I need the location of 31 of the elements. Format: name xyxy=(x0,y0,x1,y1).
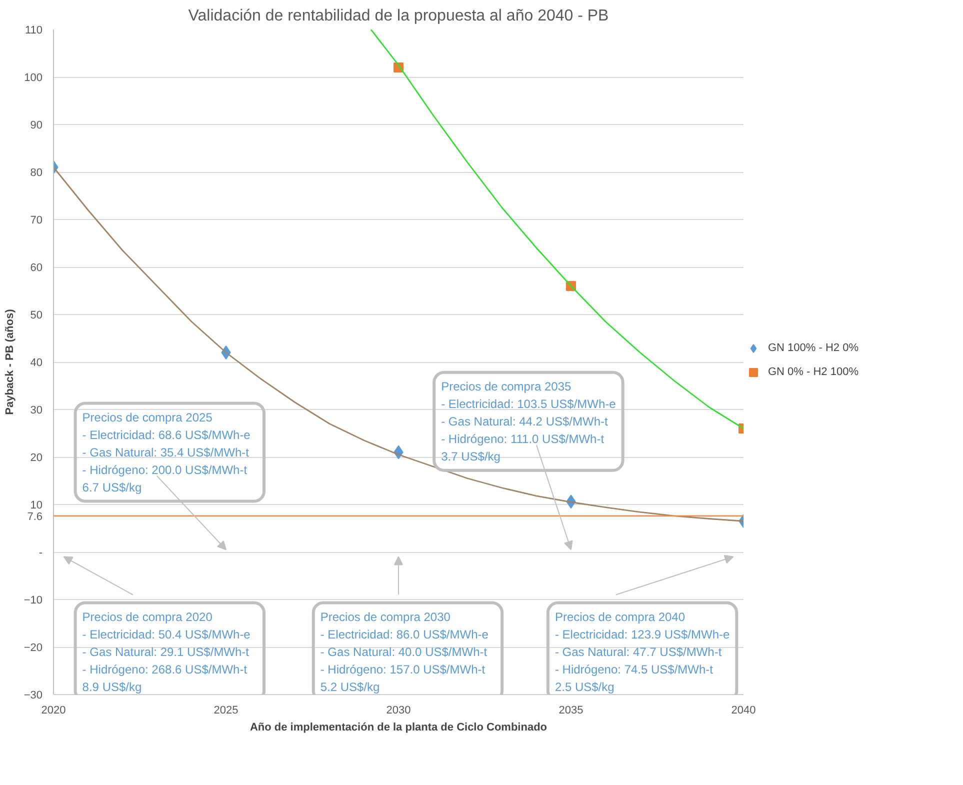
y-tick-label: 90 xyxy=(30,120,43,132)
x-axis-title: Año de implementación de la planta de Ciclo Combinado xyxy=(250,722,548,734)
y-tick-label: 110 xyxy=(24,24,43,36)
annotation: Precios de compra 2030 - Electricidad: 86.0 US$/MWh-e - Gas Natural: 40.0 US$/MWh-t - Hidrógeno: 157.0 US$/MWh-t 5.2 US$/kg xyxy=(320,610,489,694)
chart-title: Validación de rentabilidad de la propuesta al año 2040 - PB xyxy=(188,8,609,24)
y-tick-label: 70 xyxy=(30,214,43,226)
x-tick-label: 2025 xyxy=(214,704,238,716)
x-tick-label: 2020 xyxy=(41,704,66,716)
ref-line-label: 7.6 xyxy=(27,510,43,523)
x-tick-label: 2030 xyxy=(386,704,411,716)
y-tick-label: −20 xyxy=(24,642,43,654)
x-tick-label: 2040 xyxy=(731,704,756,716)
y-tick-label: 60 xyxy=(30,262,43,274)
y-tick-label: 20 xyxy=(30,452,43,464)
y-tick-label: 40 xyxy=(30,357,43,369)
annotation: Precios de compra 2035 - Electricidad: 103.5 US$/MWh-e - Gas Natural: 44.2 US$/MWh-t - Hidrógeno: 111.0 US$/MWh-t 3.7 US$/kg xyxy=(441,379,616,464)
x-tick-label: 2035 xyxy=(558,704,584,716)
y-tick-label: 80 xyxy=(30,167,43,179)
y-tick-label: −10 xyxy=(24,594,43,606)
y-tick-label: 100 xyxy=(24,72,43,84)
y-tick-label: 10 xyxy=(30,500,43,512)
annotation: Precios de compra 2025 - Electricidad: 68.6 US$/MWh-e - Gas Natural: 35.4 US$/MWh-t - Hidrógeno: 200.0 US$/MWh-t 6.7 US$/kg xyxy=(82,410,251,494)
y-tick-label: - xyxy=(38,547,43,559)
y-tick-label: 30 xyxy=(30,404,43,416)
annotation: Precios de compra 2040 - Electricidad: 123.9 US$/MWh-e - Gas Natural: 47.7 US$/MWh-t - Hidrógeno: 74.5 US$/MWh-t 2.5 US$/kg xyxy=(554,610,730,694)
legend-label: GN 0% - H2 100% xyxy=(768,366,858,378)
y-axis-title: Payback - PB (años) xyxy=(4,308,16,415)
y-tick-label: −30 xyxy=(24,690,43,702)
annotation: Precios de compra 2020 - Electricidad: 50.4 US$/MWh-e - Gas Natural: 29.1 US$/MWh-t - Hidrógeno: 268.6 US$/MWh-t 8.9 US$/kg xyxy=(82,610,251,694)
y-tick-label: 50 xyxy=(30,310,43,322)
legend-label: GN 100% - H2 0% xyxy=(768,342,858,354)
